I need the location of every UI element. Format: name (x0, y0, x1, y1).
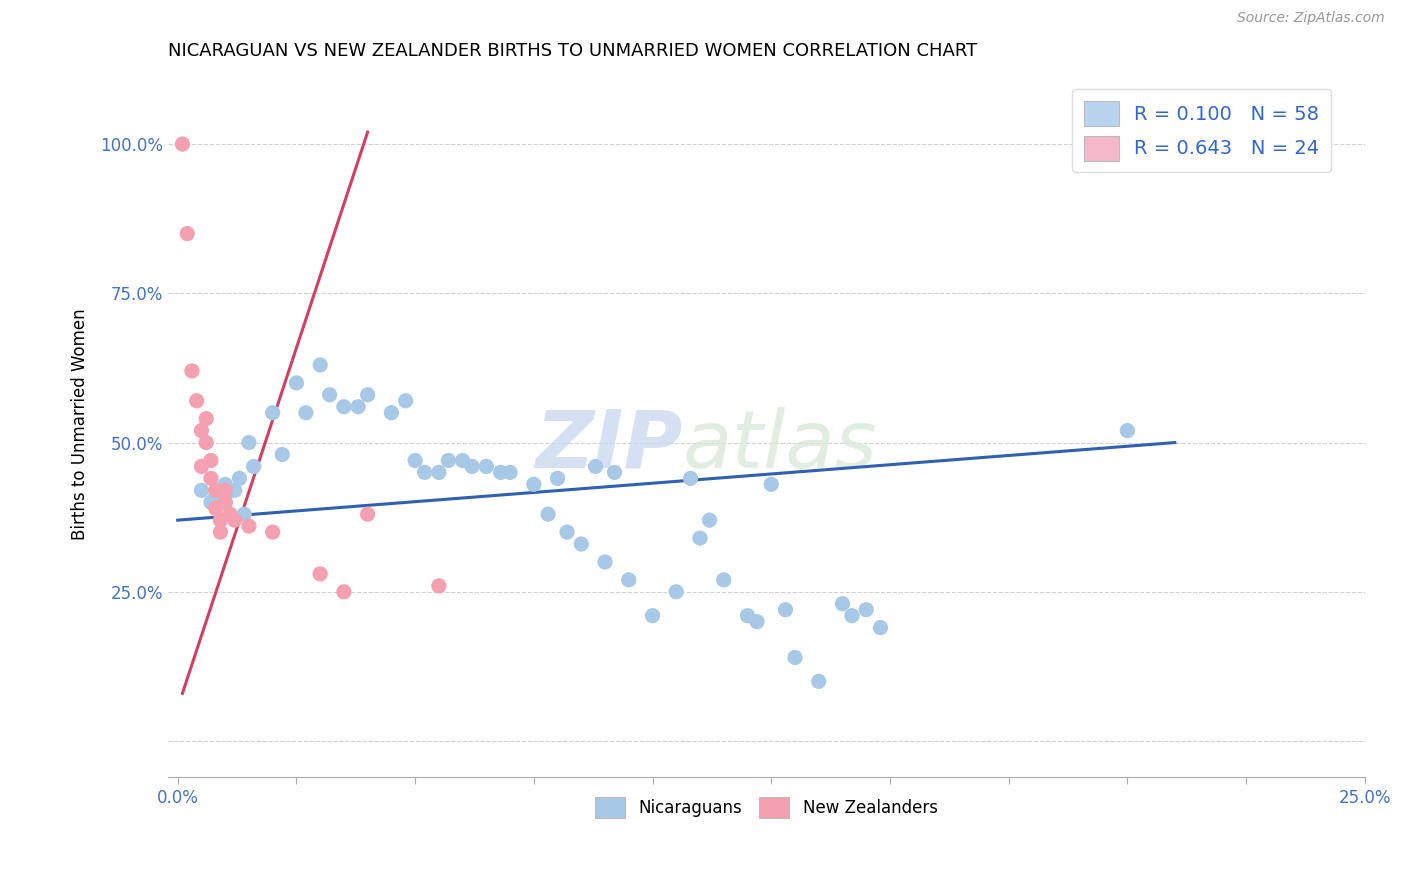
Point (585, 459, 607, 474)
Point (262, 406, 284, 420)
Point (1116, 424, 1139, 438)
Point (195, 435, 218, 450)
Point (204, 483, 226, 498)
Point (413, 466, 436, 480)
Text: atlas: atlas (683, 407, 877, 484)
Point (427, 579, 450, 593)
Point (209, 525, 232, 540)
Point (347, 400, 370, 414)
Point (394, 393, 416, 408)
Point (204, 489, 226, 503)
Point (309, 358, 332, 372)
Point (233, 507, 256, 521)
Point (204, 501, 226, 516)
Y-axis label: Births to Unmarried Women: Births to Unmarried Women (72, 309, 89, 541)
Point (295, 406, 318, 420)
Point (262, 525, 284, 540)
Point (679, 471, 702, 485)
Point (869, 621, 891, 635)
Point (214, 489, 236, 503)
Point (200, 453, 222, 467)
Point (238, 519, 260, 533)
Point (437, 453, 460, 467)
Point (537, 507, 560, 521)
Point (489, 466, 512, 480)
Point (783, 650, 806, 665)
Point (224, 513, 246, 527)
Point (228, 471, 250, 485)
Point (200, 471, 222, 485)
Point (475, 459, 498, 474)
Point (713, 573, 735, 587)
Point (318, 388, 340, 402)
Point (195, 411, 218, 425)
Point (214, 477, 236, 491)
Text: Source: ZipAtlas.com: Source: ZipAtlas.com (1237, 11, 1385, 25)
Point (523, 477, 546, 491)
Point (841, 608, 863, 623)
Point (176, 227, 198, 241)
Point (761, 477, 783, 491)
Point (214, 495, 236, 509)
Point (224, 483, 246, 498)
Point (555, 525, 578, 540)
Point (285, 376, 308, 390)
Point (238, 435, 260, 450)
Point (333, 400, 356, 414)
Point (499, 466, 522, 480)
Point (593, 555, 616, 569)
Point (689, 531, 711, 545)
Point (547, 471, 569, 485)
Text: ZIP: ZIP (536, 407, 683, 484)
Point (333, 584, 356, 599)
Point (404, 453, 426, 467)
Point (309, 566, 332, 581)
Point (181, 364, 204, 378)
Point (271, 448, 294, 462)
Point (172, 137, 194, 152)
Point (190, 483, 212, 498)
Point (617, 573, 640, 587)
Point (737, 608, 759, 623)
Point (745, 615, 768, 629)
Point (807, 674, 830, 689)
Point (356, 388, 378, 402)
Point (200, 495, 222, 509)
Point (427, 466, 450, 480)
Point (219, 507, 242, 521)
Point (855, 603, 877, 617)
Point (214, 495, 236, 509)
Point (380, 406, 402, 420)
Point (831, 597, 853, 611)
Point (699, 513, 721, 527)
Point (209, 513, 232, 527)
Point (190, 459, 212, 474)
Point (242, 459, 264, 474)
Point (641, 608, 664, 623)
Point (190, 424, 212, 438)
Point (603, 466, 626, 480)
Point (214, 483, 236, 498)
Point (356, 507, 378, 521)
Point (461, 459, 484, 474)
Legend: Nicaraguans, New Zealanders: Nicaraguans, New Zealanders (589, 790, 945, 825)
Point (186, 393, 208, 408)
Point (665, 584, 688, 599)
Text: NICARAGUAN VS NEW ZEALANDER BIRTHS TO UNMARRIED WOMEN CORRELATION CHART: NICARAGUAN VS NEW ZEALANDER BIRTHS TO UN… (169, 42, 977, 60)
Point (451, 453, 474, 467)
Point (569, 537, 592, 551)
Point (775, 603, 797, 617)
